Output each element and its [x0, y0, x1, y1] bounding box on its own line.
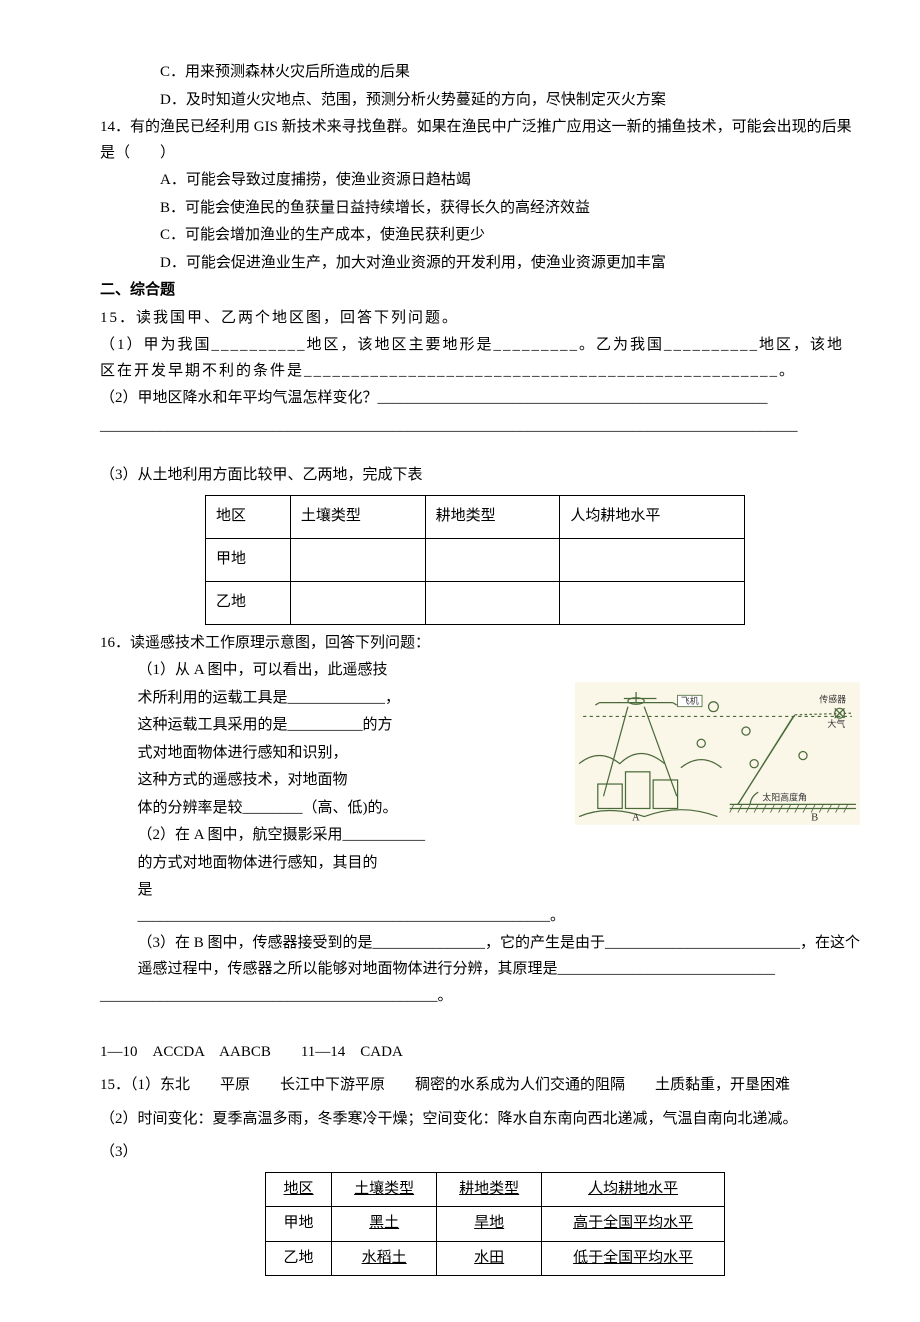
answer-15-3: （3） [100, 1140, 860, 1166]
q15-sub3: （3）从土地利用方面比较甲、乙两地，完成下表 [100, 463, 860, 489]
q16-1e: 这种方式的遥感技术，对地面物 [100, 768, 565, 794]
q13-option-c: C．用来预测森林火灾后所造成的后果 [100, 60, 860, 86]
ans-t-r2c1: 乙地 [266, 1241, 332, 1276]
q16-2a: （2）在 A 图中，航空摄影采用___________ [100, 823, 565, 849]
q15-table-h4: 人均耕地水平 [560, 495, 745, 538]
q15-table-h3: 耕地类型 [425, 495, 560, 538]
q16-1b: 术所利用的运载工具是_____________， [100, 686, 565, 712]
answer-block: 1—10 ACCDA AABCB 11—14 CADA 15．（1）东北 平原 … [100, 1040, 860, 1277]
q15-table-r1c3 [425, 538, 560, 581]
q16-1a: （1）从 A 图中，可以看出，此遥感技 [100, 658, 565, 684]
q14-option-a: A．可能会导致过度捕捞，使渔业资源日趋枯竭 [100, 168, 860, 194]
label-atmo: 大气 [827, 718, 845, 729]
answer-mc: 1—10 ACCDA AABCB 11—14 CADA [100, 1040, 860, 1066]
ans-t-h4: 人均耕地水平 [542, 1172, 725, 1207]
q16-2c: 是_______________________________________… [100, 878, 565, 929]
q16-diagram: 飞机 传感器 大气 太阳高度角 A B [575, 666, 860, 841]
q15-sub1: （1）甲为我国__________地区，该地区主要地形是_________。乙为… [100, 333, 860, 384]
q15-sub2: （2）甲地区降水和年平均气温怎样变化？_____________________… [100, 386, 860, 412]
spacer [100, 441, 860, 461]
ans-t-r1c4: 高于全国平均水平 [542, 1207, 725, 1242]
answer-table: 地区 土壤类型 耕地类型 人均耕地水平 甲地 黑土 旱地 高于全国平均水平 乙地… [265, 1172, 725, 1277]
q15-table-h2: 土壤类型 [290, 495, 425, 538]
ans-t-r2c4: 低于全国平均水平 [542, 1241, 725, 1276]
answer-15-1: 15．（1）东北 平原 长江中下游平原 稠密的水系成为人们交通的阻隔 土质黏重，… [100, 1073, 860, 1099]
q14-stem: 14．有的渔民已经利用 GIS 新技术来寻找鱼群。如果在渔民中广泛推广应用这一新… [100, 115, 860, 166]
q15-table-r1c2 [290, 538, 425, 581]
label-a: A [632, 813, 640, 824]
label-b: B [811, 813, 818, 824]
label-sensor: 传感器 [819, 694, 846, 705]
q13-option-d: D．及时知道火灾地点、范围，预测分析火势蔓延的方向，尽快制定灭火方案 [100, 88, 860, 114]
q15-table-r2c4 [560, 581, 745, 624]
q16-1d: 式对地面物体进行感知和识别， [100, 741, 565, 767]
section-2-heading: 二、综合题 [100, 278, 860, 304]
ans-t-r1c2: 黑土 [332, 1207, 437, 1242]
answer-15-2: （2）时间变化：夏季高温多雨，冬季寒冷干燥；空间变化：降水自东南向西北递减，气温… [100, 1107, 860, 1133]
ans-t-h1: 地区 [266, 1172, 332, 1207]
q15-sub2-blank: ________________________________________… [100, 414, 860, 440]
q16-layout: （1）从 A 图中，可以看出，此遥感技 术所利用的运载工具是__________… [100, 658, 860, 931]
q15-table-h1: 地区 [206, 495, 291, 538]
q15-table: 地区 土壤类型 耕地类型 人均耕地水平 甲地 乙地 [205, 495, 745, 625]
ans-t-r2c2: 水稻土 [332, 1241, 437, 1276]
q16-3b: ________________________________________… [100, 984, 860, 1010]
ans-t-r1c1: 甲地 [266, 1207, 332, 1242]
q16-text-column: （1）从 A 图中，可以看出，此遥感技 术所利用的运载工具是__________… [100, 658, 565, 931]
ans-t-h3: 耕地类型 [437, 1172, 542, 1207]
q15-table-r1c4 [560, 538, 745, 581]
q16-1c: 这种运载工具采用的是__________的方 [100, 713, 565, 739]
ans-t-h2: 土壤类型 [332, 1172, 437, 1207]
label-plane: 飞机 [681, 695, 699, 706]
q14-option-d: D．可能会促进渔业生产，加大对渔业资源的开发利用，使渔业资源更加丰富 [100, 251, 860, 277]
q16-1f: 体的分辨率是较________（高、低)的。 [100, 796, 565, 822]
q16-stem: 16．读遥感技术工作原理示意图，回答下列问题： [100, 631, 860, 657]
q15-table-r2c1: 乙地 [206, 581, 291, 624]
q14-option-b: B．可能会使渔民的鱼获量日益持续增长，获得长久的高经济效益 [100, 196, 860, 222]
q15-table-r2c2 [290, 581, 425, 624]
q16-3: （3）在 B 图中，传感器接受到的是_______________，它的产生是由… [100, 931, 860, 982]
ans-t-r2c3: 水田 [437, 1241, 542, 1276]
ans-t-r1c3: 旱地 [437, 1207, 542, 1242]
q14-option-c: C．可能会增加渔业的生产成本，使渔民获利更少 [100, 223, 860, 249]
q15-stem: 15．读我国甲、乙两个地区图，回答下列问题。 [100, 306, 860, 332]
q15-table-r1c1: 甲地 [206, 538, 291, 581]
q15-table-r2c3 [425, 581, 560, 624]
label-sunangle: 太阳高度角 [762, 791, 807, 802]
q16-2b: 的方式对地面物体进行感知，其目的 [100, 851, 565, 877]
